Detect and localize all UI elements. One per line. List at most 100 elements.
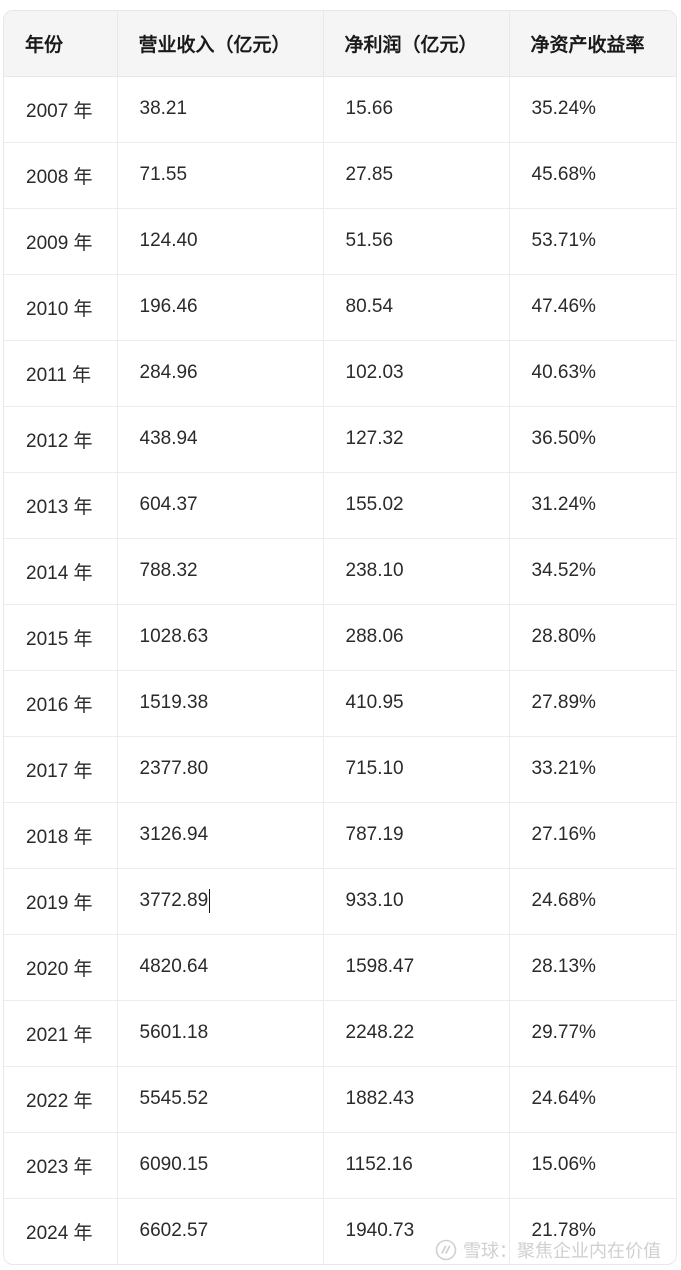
cell-roe-text: 28.80%	[531, 626, 596, 647]
cell-year-text: 2016 年	[26, 694, 93, 716]
cell-roe: 35.24%	[509, 76, 676, 143]
table-row: 2024 年 6602.57 1940.73 21.78%	[4, 1198, 676, 1264]
cell-net-profit: 155.02	[323, 472, 510, 539]
cell-year: 2007 年	[4, 76, 118, 143]
text-cursor	[209, 889, 211, 913]
cell-roe: 47.46%	[509, 274, 676, 341]
cell-net-profit-text: 288.06	[345, 626, 404, 647]
cell-roe: 28.13%	[509, 934, 676, 1001]
table-row: 2012 年 438.94 127.32 36.50%	[4, 406, 676, 473]
cell-year: 2015 年	[4, 604, 118, 671]
cell-roe-text: 34.52%	[531, 560, 596, 581]
cell-roe: 21.78%	[509, 1198, 676, 1264]
cell-roe: 29.77%	[509, 1000, 676, 1067]
cell-roe-text: 45.68%	[531, 164, 596, 185]
cell-net-profit-text: 80.54	[345, 296, 394, 317]
cell-roe-text: 29.77%	[531, 1022, 596, 1043]
cell-roe: 27.16%	[509, 802, 676, 869]
cell-revenue-text: 1519.38	[139, 692, 209, 713]
cell-roe-text: 36.50%	[531, 428, 596, 449]
watermark: 雪球：聚焦企业内在价值	[435, 1237, 661, 1263]
cell-revenue-text: 3772.89	[139, 890, 209, 912]
cell-year-text: 2008 年	[26, 166, 93, 188]
cell-net-profit: 1598.47	[323, 934, 510, 1001]
cell-year-text: 2014 年	[26, 562, 93, 584]
cell-year: 2011 年	[4, 340, 118, 407]
table-row: 2011 年 284.96 102.03 40.63%	[4, 340, 676, 407]
cell-net-profit-text: 1598.47	[345, 956, 415, 977]
cell-year-text: 2010 年	[26, 298, 93, 320]
cell-roe: 53.71%	[509, 208, 676, 275]
cell-year-text: 2018 年	[26, 826, 93, 848]
table-row: 2022 年 5545.52 1882.43 24.64%	[4, 1066, 676, 1133]
cell-year-text: 2009 年	[26, 232, 93, 254]
cell-year-text: 2013 年	[26, 496, 93, 518]
cell-roe: 36.50%	[509, 406, 676, 473]
cell-year-text: 2015 年	[26, 628, 93, 650]
cell-year: 2021 年	[4, 1000, 118, 1067]
cell-net-profit: 1940.73	[323, 1198, 510, 1264]
table-row: 2016 年 1519.38 410.95 27.89%	[4, 670, 676, 737]
cell-year: 2017 年	[4, 736, 118, 803]
cell-net-profit-text: 2248.22	[345, 1022, 415, 1043]
cell-revenue: 4820.64	[117, 934, 324, 1001]
cell-revenue-text: 38.21	[139, 98, 188, 119]
cell-revenue: 5545.52	[117, 1066, 324, 1133]
table-row: 2021 年 5601.18 2248.22 29.77%	[4, 1000, 676, 1067]
cell-net-profit-text: 155.02	[345, 494, 404, 515]
cell-roe-text: 53.71%	[531, 230, 596, 251]
cell-roe: 28.80%	[509, 604, 676, 671]
cell-year-text: 2011 年	[26, 364, 92, 386]
xueqiu-logo-icon	[435, 1239, 457, 1261]
cell-net-profit-text: 27.85	[345, 164, 394, 185]
cell-revenue: 2377.80	[117, 736, 324, 803]
table-row: 2007 年 38.21 15.66 35.24%	[4, 76, 676, 143]
header-roe: 净资产收益率	[509, 11, 676, 77]
cell-revenue-text: 2377.80	[139, 758, 209, 779]
cell-roe-text: 33.21%	[531, 758, 596, 779]
cell-revenue-text: 1028.63	[139, 626, 209, 647]
cell-revenue-text: 284.96	[139, 362, 198, 383]
cell-revenue: 284.96	[117, 340, 324, 407]
cell-roe: 27.89%	[509, 670, 676, 737]
cell-revenue: 604.37	[117, 472, 324, 539]
cell-revenue-text: 3126.94	[139, 824, 209, 845]
cell-revenue-text: 5545.52	[139, 1088, 209, 1109]
cell-net-profit: 2248.22	[323, 1000, 510, 1067]
cell-net-profit-text: 1882.43	[345, 1088, 415, 1109]
table-row: 2013 年 604.37 155.02 31.24%	[4, 472, 676, 539]
cell-year-text: 2019 年	[26, 892, 93, 914]
cell-roe-text: 24.64%	[531, 1088, 596, 1109]
table-row: 2020 年 4820.64 1598.47 28.13%	[4, 934, 676, 1001]
cell-net-profit: 127.32	[323, 406, 510, 473]
cell-revenue-text: 196.46	[139, 296, 198, 317]
cell-net-profit: 288.06	[323, 604, 510, 671]
cell-year: 2019 年	[4, 868, 118, 935]
cell-revenue-text: 788.32	[139, 560, 198, 581]
cell-revenue: 5601.18	[117, 1000, 324, 1067]
cell-roe: 24.68%	[509, 868, 676, 935]
cell-roe: 31.24%	[509, 472, 676, 539]
header-year: 年份	[4, 11, 118, 77]
cell-roe: 45.68%	[509, 142, 676, 209]
cell-roe: 15.06%	[509, 1132, 676, 1199]
cell-roe-text: 27.89%	[531, 692, 596, 713]
cell-revenue: 124.40	[117, 208, 324, 275]
cell-roe: 24.64%	[509, 1066, 676, 1133]
cell-revenue: 3126.94	[117, 802, 324, 869]
cell-revenue: 71.55	[117, 142, 324, 209]
cell-revenue-text: 604.37	[139, 494, 198, 515]
cell-revenue: 38.21	[117, 76, 324, 143]
cell-net-profit: 787.19	[323, 802, 510, 869]
cell-net-profit: 80.54	[323, 274, 510, 341]
watermark-text: 雪球：聚焦企业内在价值	[463, 1241, 661, 1261]
cell-net-profit-text: 787.19	[345, 824, 404, 845]
cell-roe-text: 15.06%	[531, 1154, 596, 1175]
cell-net-profit: 715.10	[323, 736, 510, 803]
cell-year: 2023 年	[4, 1132, 118, 1199]
cell-year: 2009 年	[4, 208, 118, 275]
cell-net-profit: 51.56	[323, 208, 510, 275]
cell-net-profit-text: 102.03	[345, 362, 404, 383]
cell-net-profit-text: 15.66	[345, 98, 394, 119]
financial-table: 年份 营业收入（亿元） 净利润（亿元） 净资产收益率 2007 年 38.21 15…	[4, 11, 676, 1264]
